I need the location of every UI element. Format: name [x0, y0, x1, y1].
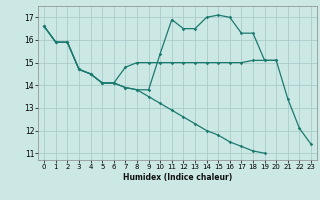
X-axis label: Humidex (Indice chaleur): Humidex (Indice chaleur): [123, 173, 232, 182]
